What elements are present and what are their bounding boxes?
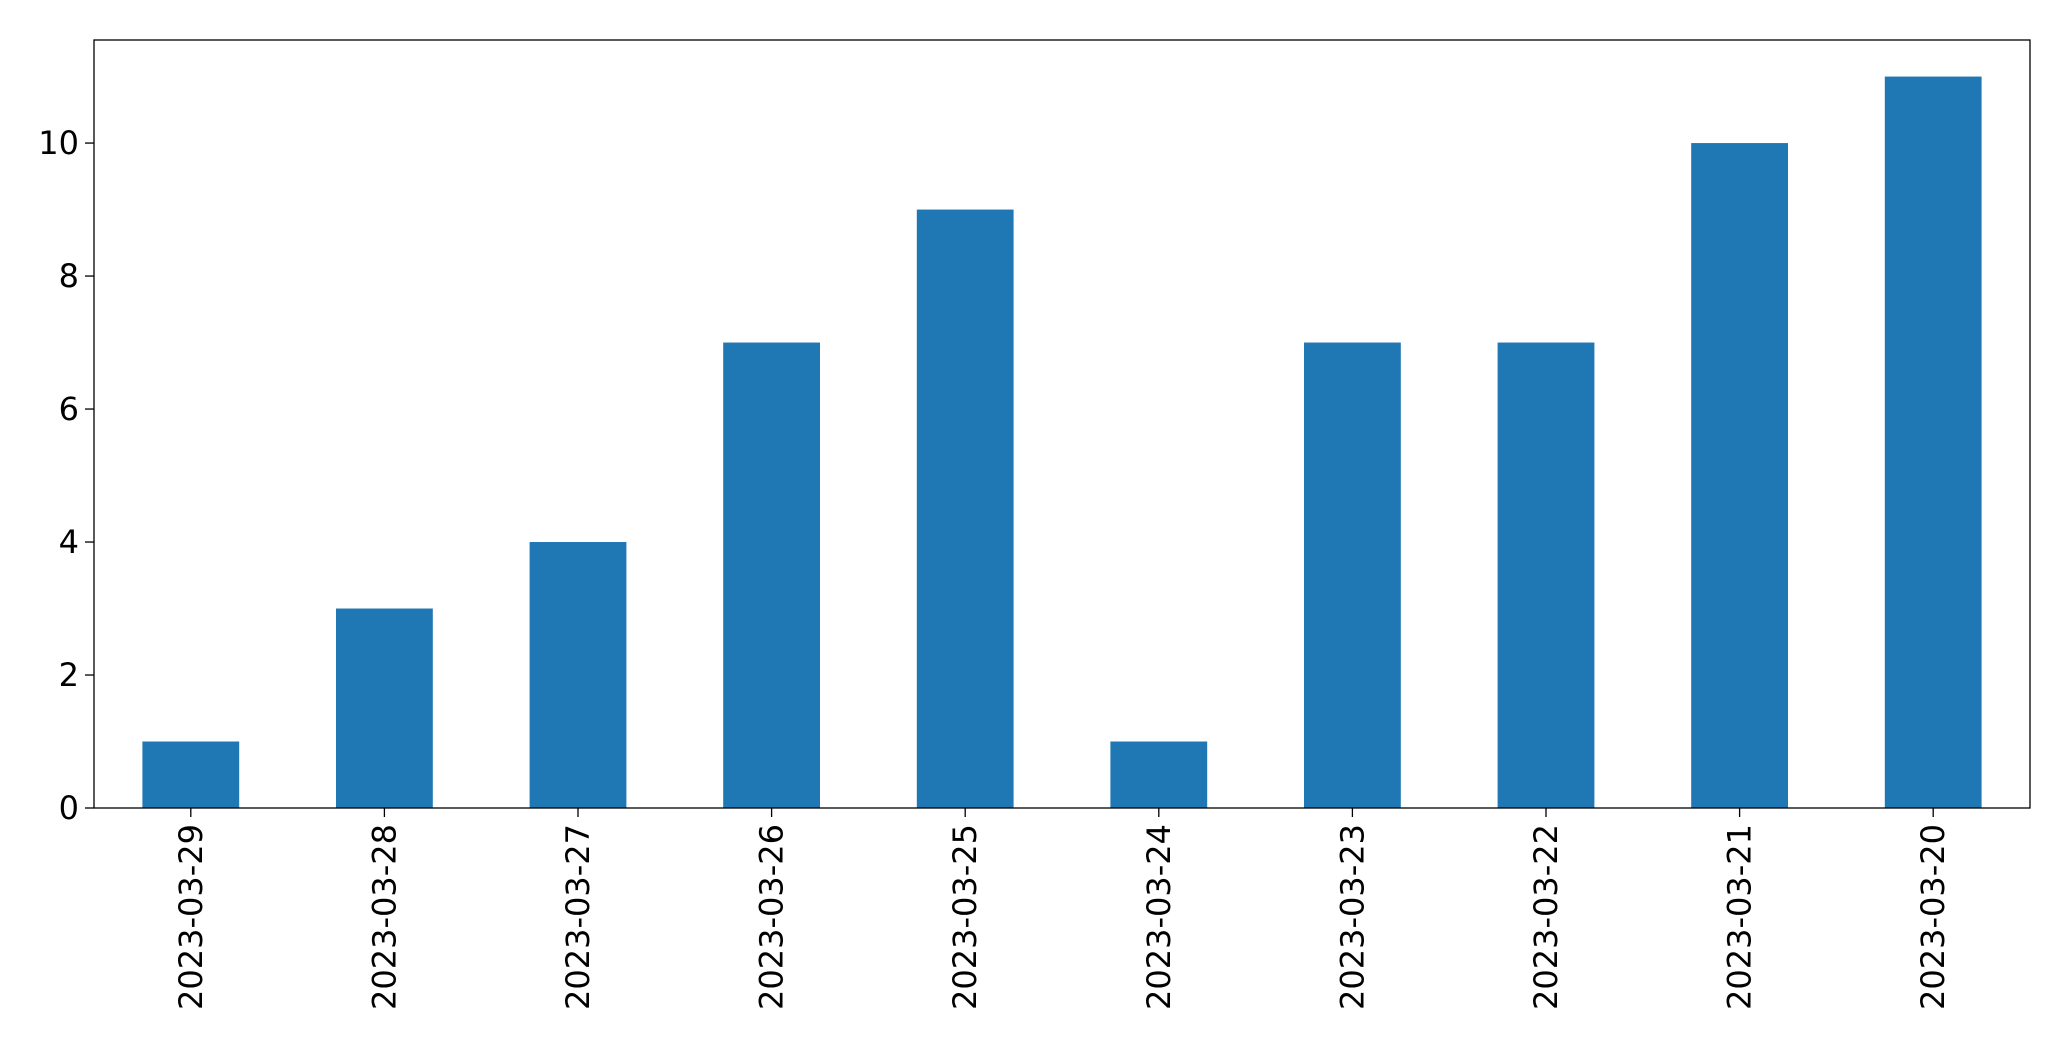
bar: [1497, 342, 1595, 808]
x-tick-label: 2023-03-20: [1914, 824, 1952, 1010]
x-tick-label: 2023-03-24: [1140, 824, 1178, 1010]
y-tick-label: 8: [59, 257, 79, 295]
x-tick-label: 2023-03-26: [753, 824, 791, 1010]
y-tick-label: 6: [59, 390, 79, 428]
x-tick-label: 2023-03-21: [1721, 824, 1759, 1010]
x-tick-label: 2023-03-29: [172, 824, 210, 1010]
x-tick-label: 2023-03-25: [946, 824, 984, 1010]
bar: [1884, 76, 1982, 809]
y-tick-label: 4: [59, 523, 79, 561]
y-tick-label: 0: [59, 789, 79, 827]
x-tick-label: 2023-03-28: [365, 824, 403, 1010]
y-tick-label: 2: [59, 656, 79, 694]
bar: [1110, 741, 1208, 808]
bar: [916, 209, 1014, 808]
bar: [529, 542, 627, 808]
bar: [1304, 342, 1401, 808]
bar: [336, 608, 433, 808]
plot-frame: [93, 39, 2031, 809]
bar: [142, 741, 240, 808]
x-tick-label: 2023-03-27: [559, 824, 597, 1010]
x-tick-label: 2023-03-22: [1527, 824, 1565, 1010]
y-tick-label: 10: [38, 124, 79, 162]
bar: [1691, 143, 1788, 808]
x-tick-label: 2023-03-23: [1333, 824, 1371, 1010]
bar: [723, 342, 820, 808]
